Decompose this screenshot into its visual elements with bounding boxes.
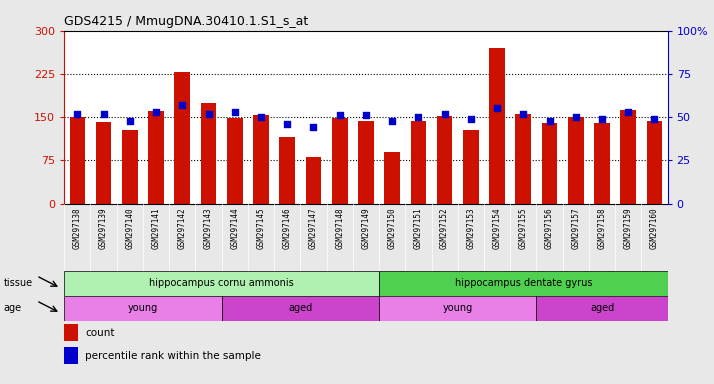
Point <box>439 111 451 117</box>
Text: GSM297144: GSM297144 <box>231 207 239 248</box>
Text: GSM297157: GSM297157 <box>571 207 580 248</box>
Bar <box>149 111 164 204</box>
Bar <box>358 121 374 204</box>
Text: GSM297159: GSM297159 <box>624 207 633 248</box>
Bar <box>542 123 558 204</box>
Point <box>413 114 424 120</box>
Text: GSM297155: GSM297155 <box>519 207 528 248</box>
Point <box>176 102 188 108</box>
Point <box>596 116 608 122</box>
Bar <box>279 137 295 204</box>
Point <box>334 112 346 118</box>
Bar <box>174 72 190 204</box>
Text: GSM297146: GSM297146 <box>283 207 292 248</box>
Text: aged: aged <box>590 303 614 313</box>
Bar <box>379 271 668 296</box>
Bar <box>253 115 269 204</box>
Text: tissue: tissue <box>4 278 33 288</box>
Text: young: young <box>443 303 473 313</box>
Bar <box>201 103 216 204</box>
Bar <box>64 347 78 364</box>
Text: GSM297154: GSM297154 <box>493 207 501 248</box>
Text: age: age <box>4 303 21 313</box>
Text: percentile rank within the sample: percentile rank within the sample <box>86 351 261 361</box>
Point <box>361 112 372 118</box>
Text: GSM297149: GSM297149 <box>361 207 371 248</box>
Text: GSM297148: GSM297148 <box>335 207 344 248</box>
Point <box>98 111 109 117</box>
Text: GSM297142: GSM297142 <box>178 207 187 248</box>
Text: GSM297156: GSM297156 <box>545 207 554 248</box>
Bar <box>64 271 379 296</box>
Text: GSM297147: GSM297147 <box>309 207 318 248</box>
Point <box>649 116 660 122</box>
Bar <box>463 130 478 204</box>
Bar <box>384 152 400 204</box>
Bar <box>64 324 78 341</box>
Text: young: young <box>128 303 158 313</box>
Point <box>71 111 83 117</box>
Bar <box>69 117 85 204</box>
Bar <box>306 157 321 204</box>
Text: GSM297160: GSM297160 <box>650 207 659 248</box>
Bar <box>568 117 583 204</box>
Bar <box>536 296 668 321</box>
Bar <box>620 109 636 204</box>
Text: GSM297140: GSM297140 <box>126 207 134 248</box>
Point <box>386 118 398 124</box>
Point <box>570 114 581 120</box>
Point <box>281 121 293 127</box>
Point <box>229 109 241 115</box>
Bar <box>227 118 243 204</box>
Text: count: count <box>86 328 115 338</box>
Bar <box>516 114 531 204</box>
Text: GSM297151: GSM297151 <box>414 207 423 248</box>
Bar <box>437 116 453 204</box>
Bar <box>594 123 610 204</box>
Bar <box>379 296 536 321</box>
Point <box>544 118 555 124</box>
Text: GSM297153: GSM297153 <box>466 207 476 248</box>
Text: aged: aged <box>288 303 313 313</box>
Bar <box>489 48 505 204</box>
Text: hippocampus cornu ammonis: hippocampus cornu ammonis <box>149 278 294 288</box>
Text: GSM297152: GSM297152 <box>440 207 449 248</box>
Point <box>151 109 162 115</box>
Bar <box>647 121 663 204</box>
Text: hippocampus dentate gyrus: hippocampus dentate gyrus <box>455 278 592 288</box>
Point <box>124 118 136 124</box>
Text: GSM297150: GSM297150 <box>388 207 397 248</box>
Bar <box>64 296 221 321</box>
Text: GDS4215 / MmugDNA.30410.1.S1_s_at: GDS4215 / MmugDNA.30410.1.S1_s_at <box>64 15 308 28</box>
Bar <box>411 121 426 204</box>
Point <box>465 116 476 122</box>
Bar <box>332 118 348 204</box>
Text: GSM297145: GSM297145 <box>256 207 266 248</box>
Text: GSM297139: GSM297139 <box>99 207 108 248</box>
Text: GSM297141: GSM297141 <box>151 207 161 248</box>
Point <box>623 109 634 115</box>
Bar <box>122 131 138 204</box>
Point <box>518 111 529 117</box>
Bar <box>96 122 111 204</box>
Point <box>491 106 503 112</box>
Point <box>256 114 267 120</box>
Bar <box>221 296 379 321</box>
Text: GSM297138: GSM297138 <box>73 207 82 248</box>
Text: GSM297158: GSM297158 <box>598 207 606 248</box>
Point <box>203 111 214 117</box>
Text: GSM297143: GSM297143 <box>204 207 213 248</box>
Point <box>308 124 319 131</box>
